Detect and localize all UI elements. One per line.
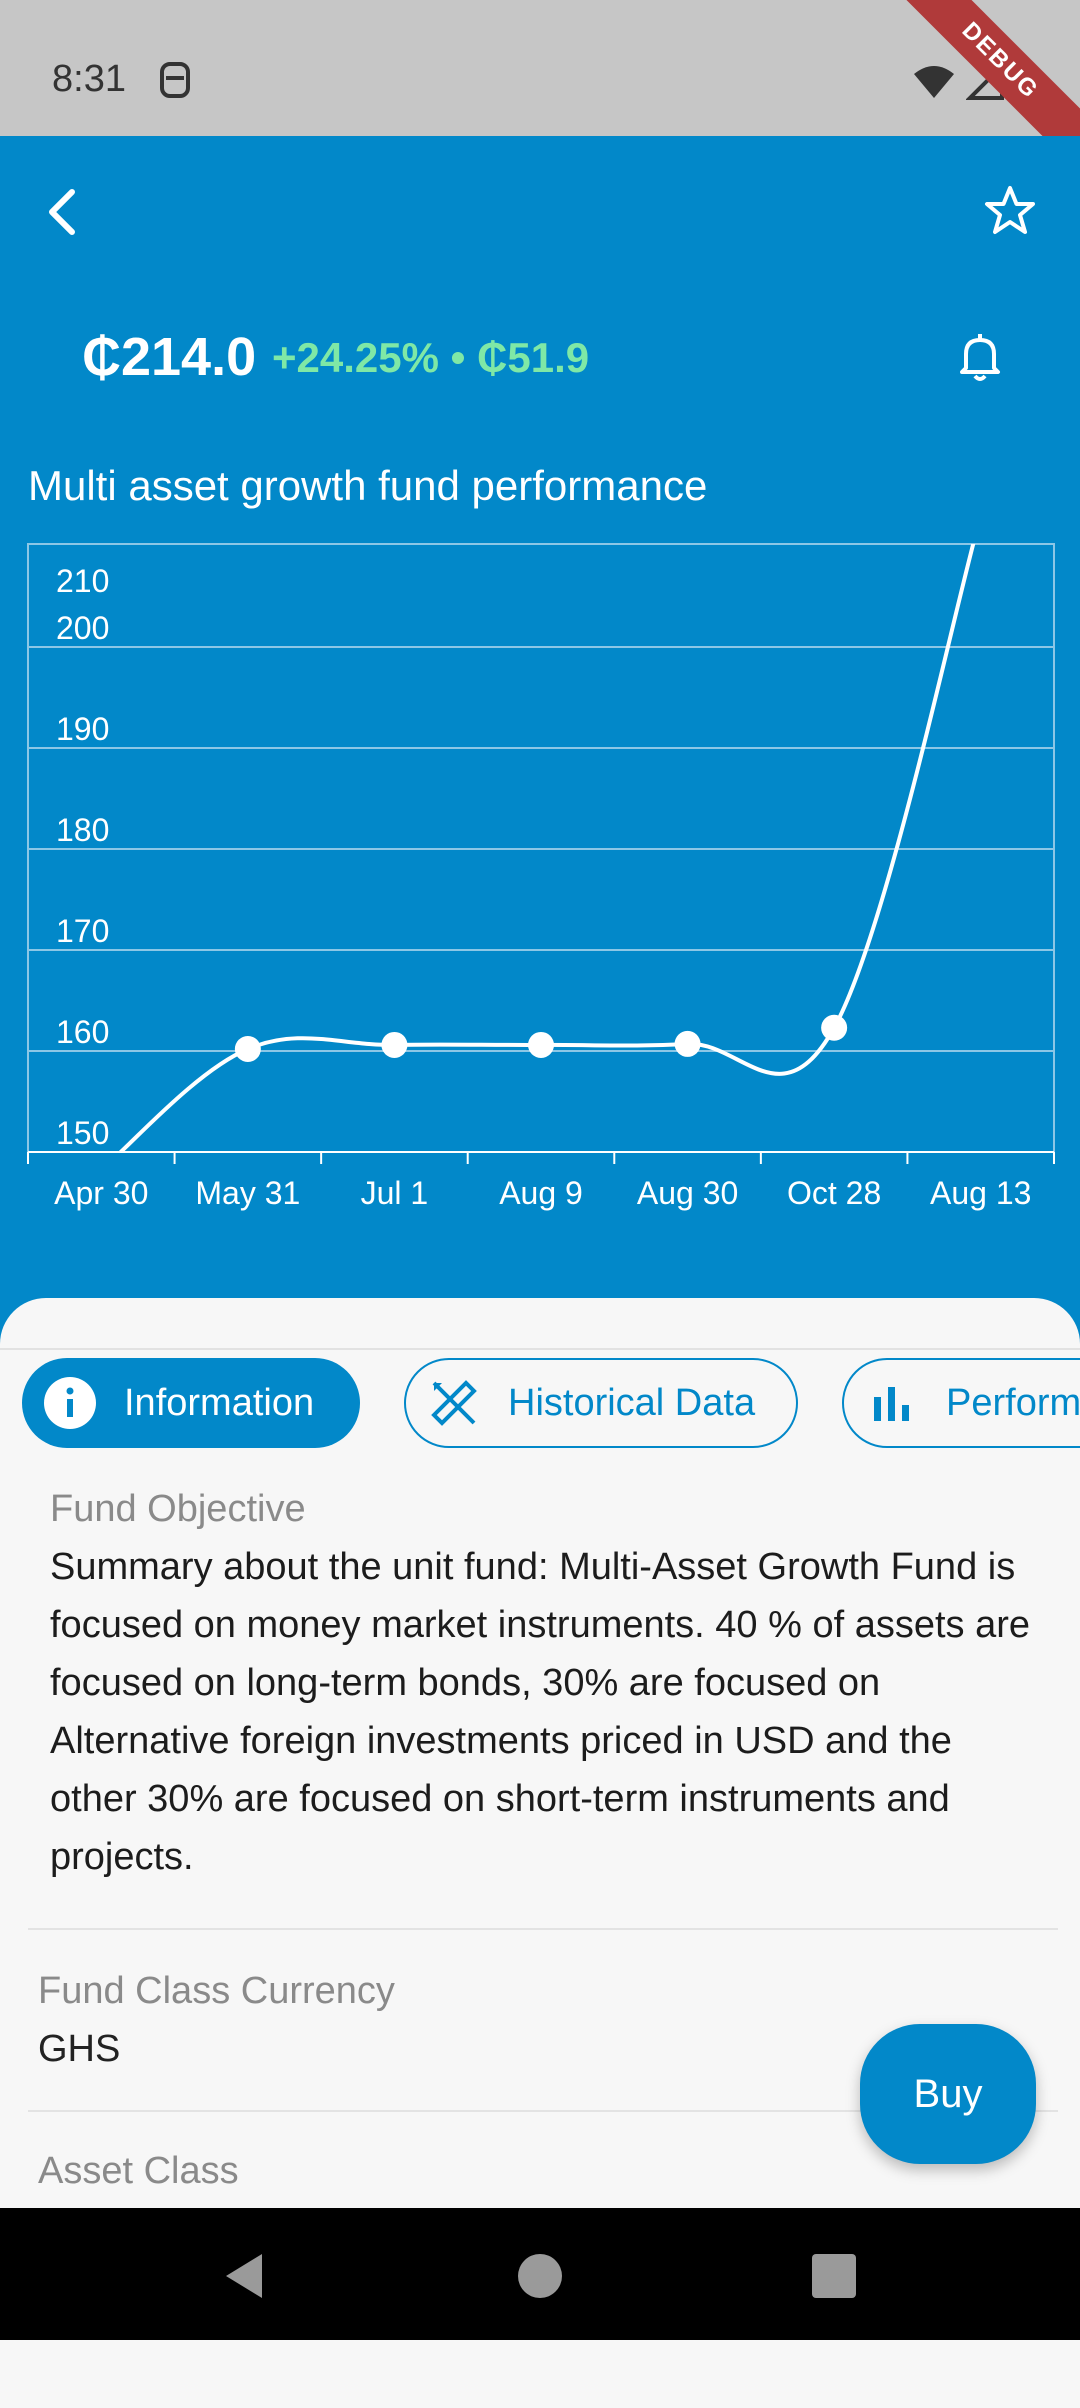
tab-performance-label: Perform bbox=[946, 1381, 1080, 1424]
star-icon bbox=[985, 186, 1035, 234]
tab-historical-label: Historical Data bbox=[508, 1381, 756, 1424]
nav-back-button[interactable] bbox=[218, 2248, 274, 2304]
tab-information[interactable]: Information bbox=[22, 1358, 360, 1448]
nav-back-icon bbox=[226, 2254, 262, 2298]
y-tick-label: 160 bbox=[56, 1014, 109, 1050]
fund-header bbox=[0, 136, 1080, 1370]
buy-button[interactable]: Buy bbox=[860, 2024, 1036, 2164]
y-tick-label: 200 bbox=[56, 610, 109, 646]
alert-button[interactable] bbox=[950, 326, 1010, 386]
x-tick-label: May 31 bbox=[195, 1175, 300, 1211]
data-point[interactable] bbox=[528, 1031, 554, 1058]
x-tick-label: Aug 30 bbox=[637, 1175, 738, 1211]
y-tick-label: 190 bbox=[56, 711, 109, 747]
bell-icon bbox=[960, 334, 1000, 381]
divider bbox=[28, 2110, 1058, 2112]
sim-icon bbox=[158, 60, 192, 105]
status-bar: 8:31 DEBUG bbox=[0, 0, 1080, 184]
objective-label: Fund Objective bbox=[50, 1488, 306, 1530]
y-tick-label: 150 bbox=[56, 1115, 109, 1151]
y-tick-label: 170 bbox=[56, 913, 109, 949]
currency-value: GHS bbox=[38, 2028, 121, 2070]
y-tick-label: 210 bbox=[56, 563, 109, 599]
nav-home-button[interactable] bbox=[512, 2248, 568, 2304]
asset-class-label: Asset Class bbox=[38, 2150, 239, 2192]
wifi-icon bbox=[914, 66, 954, 98]
tab-information-label: Information bbox=[124, 1381, 315, 1424]
system-nav-bar bbox=[0, 2208, 1080, 2340]
sheet-divider bbox=[0, 1348, 1080, 1350]
currency-label: Fund Class Currency bbox=[38, 1970, 395, 2012]
x-tick-label: Aug 13 bbox=[930, 1175, 1031, 1211]
tab-historical-data[interactable]: Historical Data bbox=[404, 1358, 798, 1448]
tab-performance[interactable]: Perform bbox=[842, 1358, 1080, 1448]
favorite-button[interactable] bbox=[980, 182, 1040, 242]
info-icon bbox=[42, 1375, 98, 1431]
chart-title: Multi asset growth fund performance bbox=[28, 462, 708, 509]
data-point[interactable] bbox=[674, 1030, 701, 1057]
bar-chart-icon bbox=[864, 1375, 920, 1431]
data-point[interactable] bbox=[821, 1014, 848, 1041]
performance-chart: 150 160 170 180 190 200 210 Apr 30 May 31 Jul 1 A… bbox=[27, 543, 1055, 1211]
x-tick-label: Jul 1 bbox=[361, 1175, 429, 1211]
fund-price: ₵214.0 bbox=[82, 327, 257, 387]
nav-recents-button[interactable] bbox=[806, 2248, 862, 2304]
fund-change: +24.25% • ₵51.9 bbox=[272, 334, 590, 381]
x-tick-label: Oct 28 bbox=[787, 1175, 881, 1211]
ruler-pencil-icon bbox=[426, 1375, 482, 1431]
data-point[interactable] bbox=[381, 1031, 408, 1058]
tab-bar: Information Historical Data Perform bbox=[22, 1358, 1080, 1452]
y-tick-label: 180 bbox=[56, 812, 109, 848]
back-button[interactable] bbox=[36, 182, 96, 242]
back-arrow-icon bbox=[49, 189, 75, 235]
nav-recents-icon bbox=[812, 2254, 856, 2298]
nav-home-icon bbox=[518, 2254, 562, 2298]
x-tick-label: Aug 9 bbox=[499, 1175, 583, 1211]
divider bbox=[28, 1928, 1058, 1930]
status-time: 8:31 bbox=[52, 58, 126, 100]
x-tick-label: Apr 30 bbox=[54, 1175, 148, 1211]
series-line bbox=[117, 544, 976, 1152]
objective-text: Summary about the unit fund: Multi-Asset… bbox=[50, 1546, 1031, 1878]
data-point[interactable] bbox=[234, 1035, 261, 1062]
